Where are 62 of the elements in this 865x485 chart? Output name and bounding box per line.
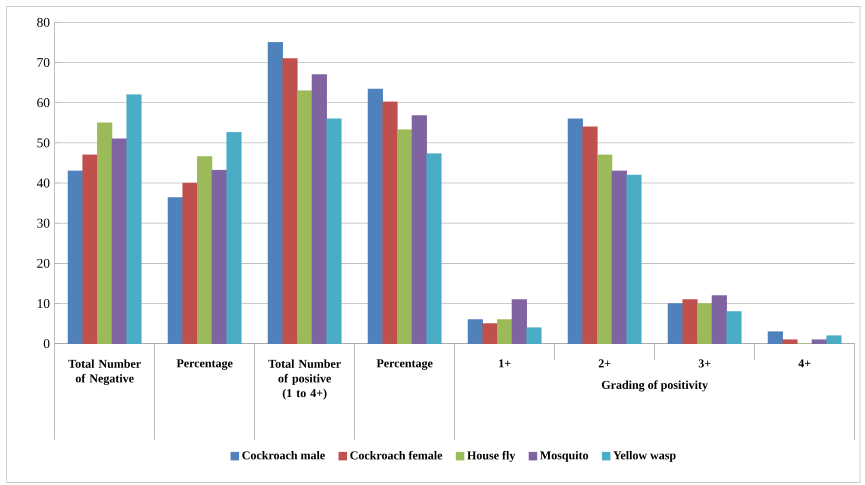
bar (212, 170, 227, 344)
bar (582, 126, 598, 344)
bar (126, 94, 142, 344)
bar (668, 303, 683, 344)
legend-label: Cockroach male (242, 450, 325, 460)
legend-label: Mosquito (540, 450, 588, 462)
y-tick-label: 0 (44, 339, 50, 348)
bar (468, 319, 483, 344)
y-tick-label: 20 (37, 258, 50, 268)
y-tick-label: 80 (37, 18, 50, 27)
y-tick-label: 30 (37, 218, 50, 228)
y-tick-label: 10 (38, 298, 50, 308)
y-tick-label: 70 (38, 58, 50, 67)
bar (397, 129, 412, 344)
x-tick-label: Percentage (376, 359, 433, 370)
bar (382, 102, 398, 344)
bar (368, 88, 383, 344)
bar (512, 299, 527, 344)
y-tick-label: 60 (37, 98, 50, 108)
bar (168, 197, 183, 344)
bar (697, 303, 712, 344)
y-tick-label: 40 (36, 178, 50, 188)
bar (612, 170, 627, 344)
bar (682, 299, 698, 344)
bar (112, 138, 127, 344)
bar (82, 154, 98, 344)
bar (97, 122, 112, 344)
bar (726, 311, 742, 344)
x-tick-label: 4+ (798, 359, 810, 368)
bar (568, 118, 583, 344)
bar (497, 319, 512, 344)
x-tick-label: 3+ (698, 359, 710, 368)
bar (268, 42, 283, 344)
bar (312, 74, 327, 344)
bar (182, 182, 198, 344)
legend-label: Cockroach female (350, 450, 442, 460)
x-tick-label: Total Number of positive (1 to 4+) (268, 359, 341, 400)
bar (482, 323, 498, 344)
bar (526, 327, 542, 344)
bar (68, 170, 83, 344)
x-tick-label: Total Number of Negative (68, 359, 141, 386)
bar (597, 154, 612, 344)
bar (712, 295, 727, 344)
bar (226, 132, 242, 344)
y-tick-label: 50 (37, 138, 50, 148)
bar (197, 156, 212, 344)
x-tick-label: Percentage (176, 359, 233, 370)
text: Grading of positivity (602, 380, 708, 392)
x-tick-label: 2+ (598, 359, 610, 368)
bar (282, 58, 298, 344)
bar (326, 118, 342, 344)
legend-label: Yellow wasp (613, 450, 676, 462)
bar (626, 174, 642, 344)
x-tick-label: 1+ (499, 359, 510, 368)
bar (812, 339, 827, 344)
bar (826, 335, 842, 344)
bar (768, 331, 783, 344)
bar (782, 339, 798, 344)
bar (412, 115, 427, 344)
bar (426, 153, 442, 344)
legend-label: House fly (467, 450, 516, 462)
bar (297, 90, 312, 344)
